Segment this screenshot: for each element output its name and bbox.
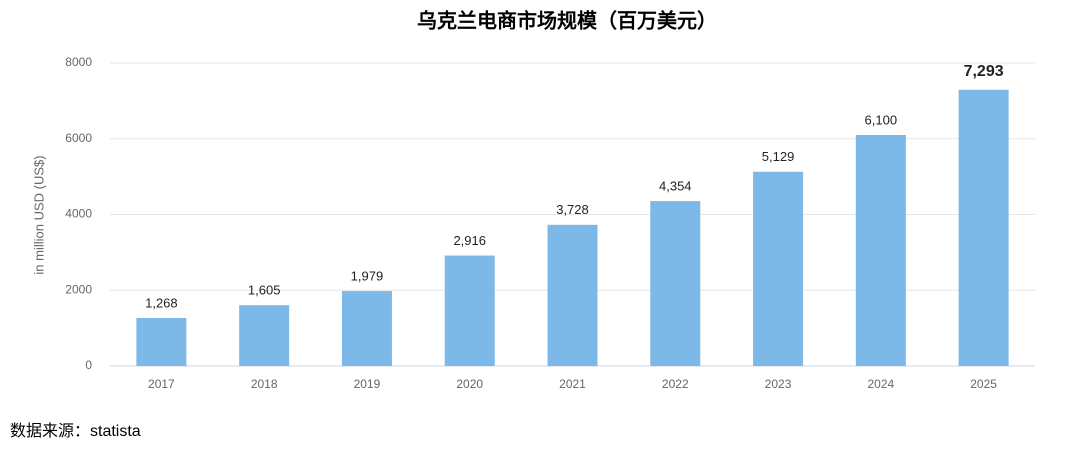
chart-title: 乌克兰电商市场规模（百万美元）: [417, 8, 717, 32]
x-tick-label: 2023: [765, 377, 792, 391]
value-label: 1,605: [248, 283, 281, 298]
bar: [753, 171, 804, 366]
value-label: 6,100: [865, 112, 898, 127]
y-tick-label: 6000: [65, 131, 92, 145]
x-tick-label: 2021: [559, 377, 586, 391]
value-label: 4,354: [659, 179, 692, 194]
y-tick-label: 8000: [65, 55, 92, 69]
x-tick-label: 2025: [970, 377, 997, 391]
x-tick-label: 2020: [456, 377, 483, 391]
bar: [547, 224, 598, 366]
bar: [136, 317, 187, 366]
x-tick-label: 2024: [867, 377, 894, 391]
value-label: 3,728: [556, 202, 589, 217]
y-axis-label: in million USD (US$): [31, 155, 46, 274]
bar: [958, 89, 1009, 367]
x-tick-label: 2018: [251, 377, 278, 391]
y-tick-label: 0: [85, 358, 92, 372]
value-label: 7,293: [964, 63, 1004, 80]
x-tick-label: 2017: [148, 377, 175, 391]
bar: [239, 305, 290, 366]
x-tick-label: 2019: [354, 377, 381, 391]
source-note: 数据来源：statista: [10, 422, 141, 440]
bar: [341, 291, 392, 366]
value-label: 2,916: [453, 233, 486, 248]
y-tick-label: 4000: [65, 207, 92, 221]
value-label: 5,129: [762, 149, 795, 164]
bar: [650, 201, 701, 366]
value-label: 1,268: [145, 295, 178, 310]
x-tick-label: 2022: [662, 377, 689, 391]
y-tick-label: 2000: [65, 282, 92, 296]
bar: [444, 255, 495, 366]
value-label: 1,979: [351, 268, 384, 283]
bar: [855, 134, 906, 366]
